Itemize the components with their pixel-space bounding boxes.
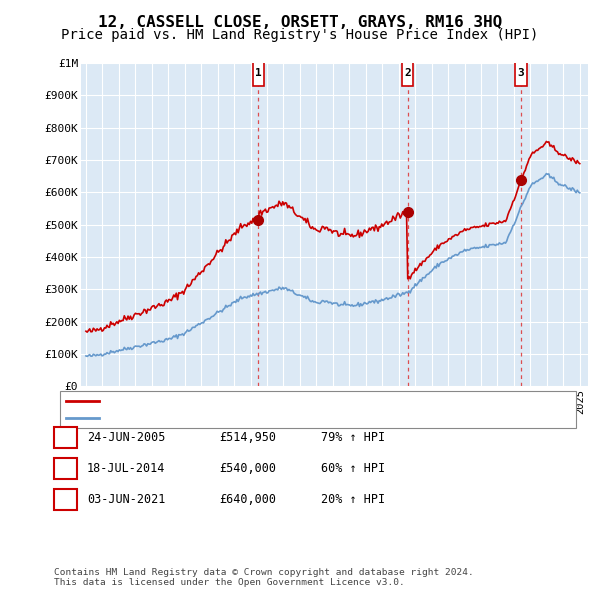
Text: Price paid vs. HM Land Registry's House Price Index (HPI): Price paid vs. HM Land Registry's House …: [61, 28, 539, 42]
Text: 3: 3: [517, 68, 524, 78]
Text: 12, CASSELL CLOSE, ORSETT, GRAYS, RM16 3HQ (detached house): 12, CASSELL CLOSE, ORSETT, GRAYS, RM16 3…: [105, 396, 474, 407]
Text: 60% ↑ HPI: 60% ↑ HPI: [321, 462, 385, 475]
Text: £540,000: £540,000: [219, 462, 276, 475]
Text: 18-JUL-2014: 18-JUL-2014: [87, 462, 166, 475]
Text: 2: 2: [62, 462, 69, 475]
Text: 12, CASSELL CLOSE, ORSETT, GRAYS, RM16 3HQ: 12, CASSELL CLOSE, ORSETT, GRAYS, RM16 3…: [98, 15, 502, 30]
Text: Contains HM Land Registry data © Crown copyright and database right 2024.
This d: Contains HM Land Registry data © Crown c…: [54, 568, 474, 587]
Text: £514,950: £514,950: [219, 431, 276, 444]
Text: 1: 1: [255, 68, 262, 78]
Text: £640,000: £640,000: [219, 493, 276, 506]
Text: 2: 2: [404, 68, 411, 78]
Text: 3: 3: [62, 493, 69, 506]
Text: 24-JUN-2005: 24-JUN-2005: [87, 431, 166, 444]
Text: HPI: Average price, detached house, Thurrock: HPI: Average price, detached house, Thur…: [105, 412, 380, 422]
Text: 1: 1: [62, 431, 69, 444]
FancyBboxPatch shape: [515, 60, 527, 86]
FancyBboxPatch shape: [402, 60, 413, 86]
FancyBboxPatch shape: [253, 60, 264, 86]
Text: 20% ↑ HPI: 20% ↑ HPI: [321, 493, 385, 506]
Text: 03-JUN-2021: 03-JUN-2021: [87, 493, 166, 506]
Text: 79% ↑ HPI: 79% ↑ HPI: [321, 431, 385, 444]
